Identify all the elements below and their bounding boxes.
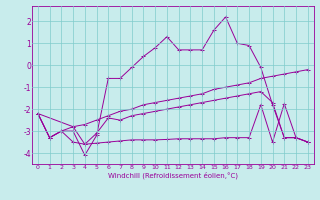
- X-axis label: Windchill (Refroidissement éolien,°C): Windchill (Refroidissement éolien,°C): [108, 171, 238, 179]
